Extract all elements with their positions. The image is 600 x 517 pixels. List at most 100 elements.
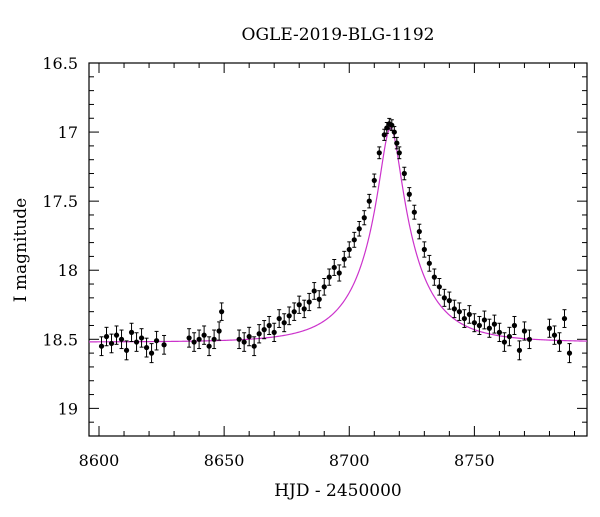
data-marker — [516, 347, 523, 353]
data-marker — [561, 315, 568, 322]
data-marker — [286, 313, 292, 319]
data-point — [376, 146, 382, 160]
data-point — [436, 277, 442, 296]
data-point — [206, 336, 212, 357]
y-axis-label: I magnitude — [11, 198, 31, 302]
data-marker — [103, 333, 110, 340]
data-point — [371, 173, 377, 188]
data-point — [411, 204, 417, 220]
data-point — [311, 282, 317, 300]
data-point — [276, 309, 282, 328]
data-point — [341, 250, 347, 268]
data-marker — [351, 237, 357, 243]
data-marker — [501, 339, 508, 345]
data-point — [351, 231, 357, 248]
data-point — [216, 321, 222, 341]
y-tick-label: 18.5 — [42, 330, 78, 349]
data-marker — [336, 270, 342, 276]
y-tick-labels: 16.5 17 17.5 18 18.5 19 — [42, 54, 78, 418]
data-marker — [446, 298, 452, 304]
axis-ticks — [89, 62, 587, 437]
data-marker — [108, 340, 115, 347]
data-marker — [526, 336, 533, 342]
data-point — [138, 328, 145, 348]
data-point — [201, 325, 207, 345]
data-point — [561, 309, 568, 328]
data-point — [441, 288, 447, 307]
data-marker — [261, 327, 267, 333]
data-marker — [481, 317, 487, 323]
data-point — [526, 329, 533, 350]
data-point — [286, 306, 292, 326]
data-marker — [138, 335, 145, 341]
data-point — [356, 221, 362, 237]
data-point — [471, 313, 477, 333]
data-point — [113, 325, 120, 345]
data-marker — [416, 228, 422, 235]
data-point — [486, 318, 493, 338]
data-point — [211, 329, 217, 350]
data-marker — [201, 332, 207, 338]
data-marker — [566, 350, 573, 356]
data-marker — [291, 309, 297, 315]
data-marker — [376, 150, 382, 156]
data-marker — [128, 329, 135, 335]
data-point — [506, 326, 513, 347]
data-marker — [236, 336, 242, 342]
data-point — [271, 322, 277, 343]
data-point — [123, 340, 130, 361]
data-marker — [311, 288, 317, 294]
data-marker — [196, 336, 202, 342]
data-point — [406, 187, 412, 202]
data-point — [481, 310, 487, 330]
data-point — [291, 302, 297, 321]
data-marker — [153, 338, 160, 344]
data-marker — [356, 226, 362, 232]
data-marker — [406, 191, 412, 197]
data-point — [511, 315, 518, 335]
data-marker — [391, 129, 397, 135]
data-point — [161, 334, 167, 355]
data-point — [301, 299, 307, 319]
data-marker — [546, 325, 553, 331]
data-marker — [246, 333, 252, 340]
data-points — [98, 117, 573, 364]
data-point — [143, 337, 150, 358]
data-marker — [521, 328, 528, 334]
data-point — [421, 241, 427, 258]
data-point — [546, 318, 553, 338]
data-marker — [256, 331, 262, 337]
data-point — [261, 320, 267, 340]
data-marker — [219, 309, 225, 315]
data-marker — [123, 347, 130, 353]
data-point — [501, 332, 508, 352]
data-point — [296, 295, 302, 314]
data-point — [346, 241, 352, 258]
data-marker — [346, 246, 352, 253]
data-marker — [276, 315, 282, 322]
data-point — [133, 332, 140, 352]
data-marker — [206, 343, 212, 349]
data-point — [108, 333, 115, 354]
y-tick-label: 17 — [58, 123, 78, 142]
data-marker — [296, 302, 302, 308]
data-marker — [421, 246, 427, 253]
data-marker — [341, 256, 347, 262]
plot-frame — [88, 62, 588, 437]
data-point — [426, 254, 432, 272]
chart-title: OGLE-2019-BLG-1192 — [242, 25, 435, 45]
data-point — [331, 258, 337, 276]
data-point — [219, 302, 225, 321]
data-point — [103, 326, 110, 347]
data-marker — [476, 322, 482, 329]
data-marker — [316, 296, 322, 302]
data-point — [148, 343, 155, 364]
data-point — [396, 146, 402, 160]
data-marker — [133, 339, 140, 345]
data-point — [401, 166, 407, 181]
data-marker — [461, 315, 467, 322]
data-point — [236, 329, 242, 350]
data-marker — [366, 198, 372, 204]
data-point — [476, 315, 482, 335]
data-marker — [326, 274, 332, 280]
